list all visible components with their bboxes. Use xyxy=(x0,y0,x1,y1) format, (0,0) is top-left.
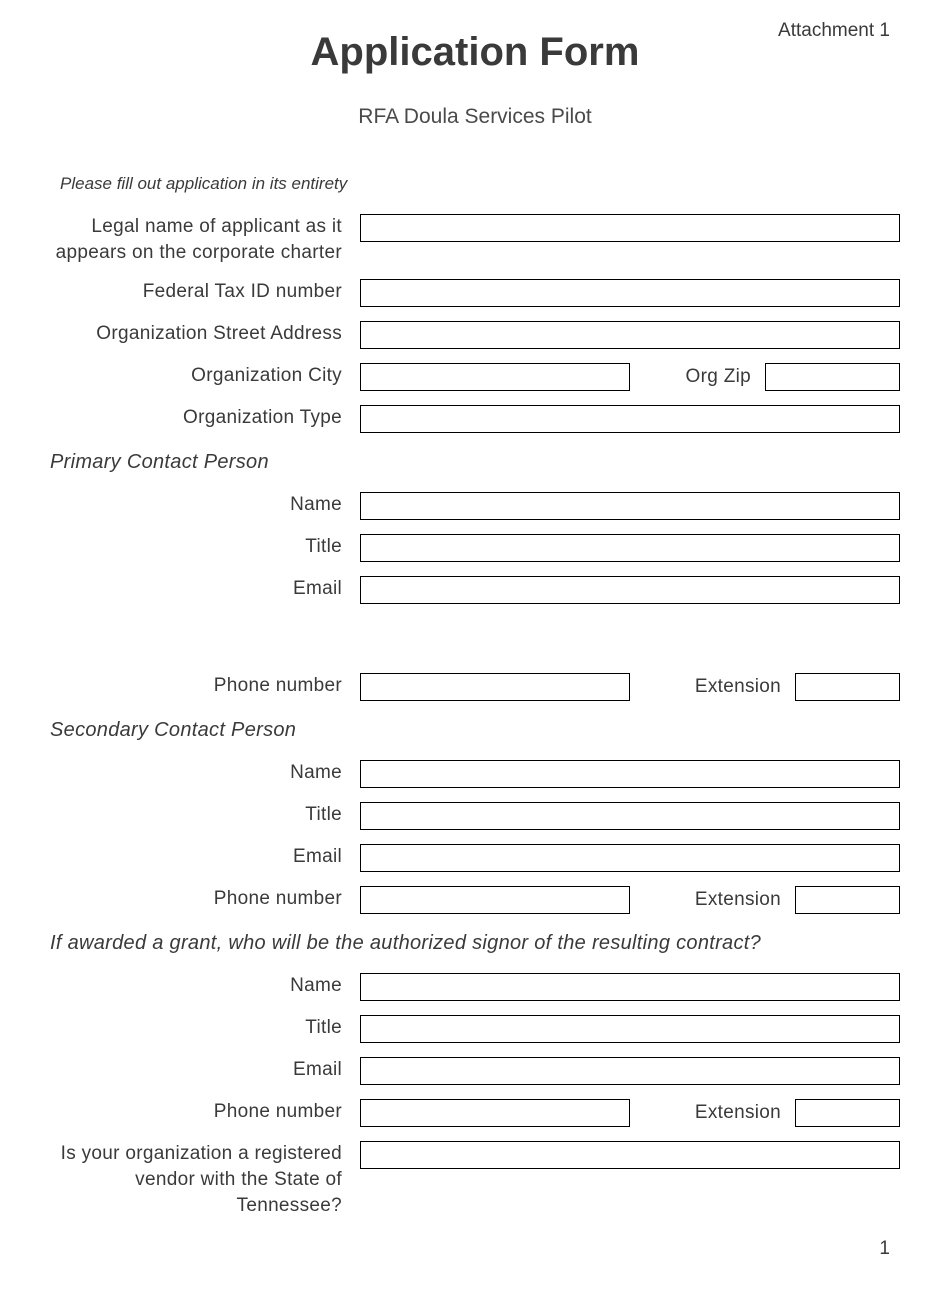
signor-heading: If awarded a grant, who will be the auth… xyxy=(50,932,900,955)
row-signor-phone: Phone number Extension xyxy=(50,1099,900,1127)
org-type-label: Organization Type xyxy=(50,405,360,431)
secondary-contact-heading: Secondary Contact Person xyxy=(50,719,900,742)
row-secondary-title: Title xyxy=(50,802,900,830)
secondary-ext-label: Extension xyxy=(695,889,781,911)
signor-name-label: Name xyxy=(50,973,360,999)
row-secondary-email: Email xyxy=(50,844,900,872)
primary-ext-label: Extension xyxy=(695,676,781,698)
signor-ext-input[interactable] xyxy=(795,1099,900,1127)
row-street: Organization Street Address xyxy=(50,321,900,349)
org-type-input[interactable] xyxy=(360,405,900,433)
row-primary-title: Title xyxy=(50,534,900,562)
vendor-input[interactable] xyxy=(360,1141,900,1169)
page-number: 1 xyxy=(50,1238,900,1260)
signor-name-input[interactable] xyxy=(360,973,900,1001)
secondary-ext-input[interactable] xyxy=(795,886,900,914)
primary-title-label: Title xyxy=(50,534,360,560)
primary-name-input[interactable] xyxy=(360,492,900,520)
zip-label: Org Zip xyxy=(686,366,751,388)
vendor-label: Is your organization a registered vendor… xyxy=(50,1141,360,1218)
page-title: Application Form xyxy=(50,30,900,75)
row-secondary-phone: Phone number Extension xyxy=(50,886,900,914)
secondary-name-label: Name xyxy=(50,760,360,786)
tax-id-input[interactable] xyxy=(360,279,900,307)
secondary-phone-label: Phone number xyxy=(50,886,360,912)
zip-input[interactable] xyxy=(765,363,900,391)
secondary-email-input[interactable] xyxy=(360,844,900,872)
signor-title-label: Title xyxy=(50,1015,360,1041)
secondary-phone-input[interactable] xyxy=(360,886,630,914)
secondary-title-label: Title xyxy=(50,802,360,828)
secondary-email-label: Email xyxy=(50,844,360,870)
attachment-label: Attachment 1 xyxy=(778,20,890,42)
instruction-text: Please fill out application in its entir… xyxy=(60,174,900,194)
signor-email-input[interactable] xyxy=(360,1057,900,1085)
row-signor-title: Title xyxy=(50,1015,900,1043)
primary-name-label: Name xyxy=(50,492,360,518)
row-legal-name: Legal name of applicant as it appears on… xyxy=(50,214,900,265)
row-org-type: Organization Type xyxy=(50,405,900,433)
row-signor-email: Email xyxy=(50,1057,900,1085)
row-primary-phone: Phone number Extension xyxy=(50,673,900,701)
secondary-title-input[interactable] xyxy=(360,802,900,830)
tax-id-label: Federal Tax ID number xyxy=(50,279,360,305)
row-primary-email: Email xyxy=(50,576,900,604)
secondary-name-input[interactable] xyxy=(360,760,900,788)
city-label: Organization City xyxy=(50,363,360,389)
signor-phone-input[interactable] xyxy=(360,1099,630,1127)
row-secondary-name: Name xyxy=(50,760,900,788)
signor-title-input[interactable] xyxy=(360,1015,900,1043)
primary-phone-input[interactable] xyxy=(360,673,630,701)
city-input[interactable] xyxy=(360,363,630,391)
street-input[interactable] xyxy=(360,321,900,349)
primary-title-input[interactable] xyxy=(360,534,900,562)
page-subtitle: RFA Doula Services Pilot xyxy=(50,105,900,129)
primary-contact-heading: Primary Contact Person xyxy=(50,451,900,474)
signor-email-label: Email xyxy=(50,1057,360,1083)
application-form-page: Attachment 1 Application Form RFA Doula … xyxy=(0,0,950,1290)
signor-phone-label: Phone number xyxy=(50,1099,360,1125)
row-tax-id: Federal Tax ID number xyxy=(50,279,900,307)
legal-name-input[interactable] xyxy=(360,214,900,242)
primary-email-input[interactable] xyxy=(360,576,900,604)
row-city-zip: Organization City Org Zip xyxy=(50,363,900,391)
row-vendor: Is your organization a registered vendor… xyxy=(50,1141,900,1218)
primary-email-label: Email xyxy=(50,576,360,602)
primary-ext-input[interactable] xyxy=(795,673,900,701)
row-signor-name: Name xyxy=(50,973,900,1001)
signor-ext-label: Extension xyxy=(695,1102,781,1124)
legal-name-label: Legal name of applicant as it appears on… xyxy=(50,214,360,265)
street-label: Organization Street Address xyxy=(50,321,360,347)
primary-phone-label: Phone number xyxy=(50,673,360,699)
row-primary-name: Name xyxy=(50,492,900,520)
